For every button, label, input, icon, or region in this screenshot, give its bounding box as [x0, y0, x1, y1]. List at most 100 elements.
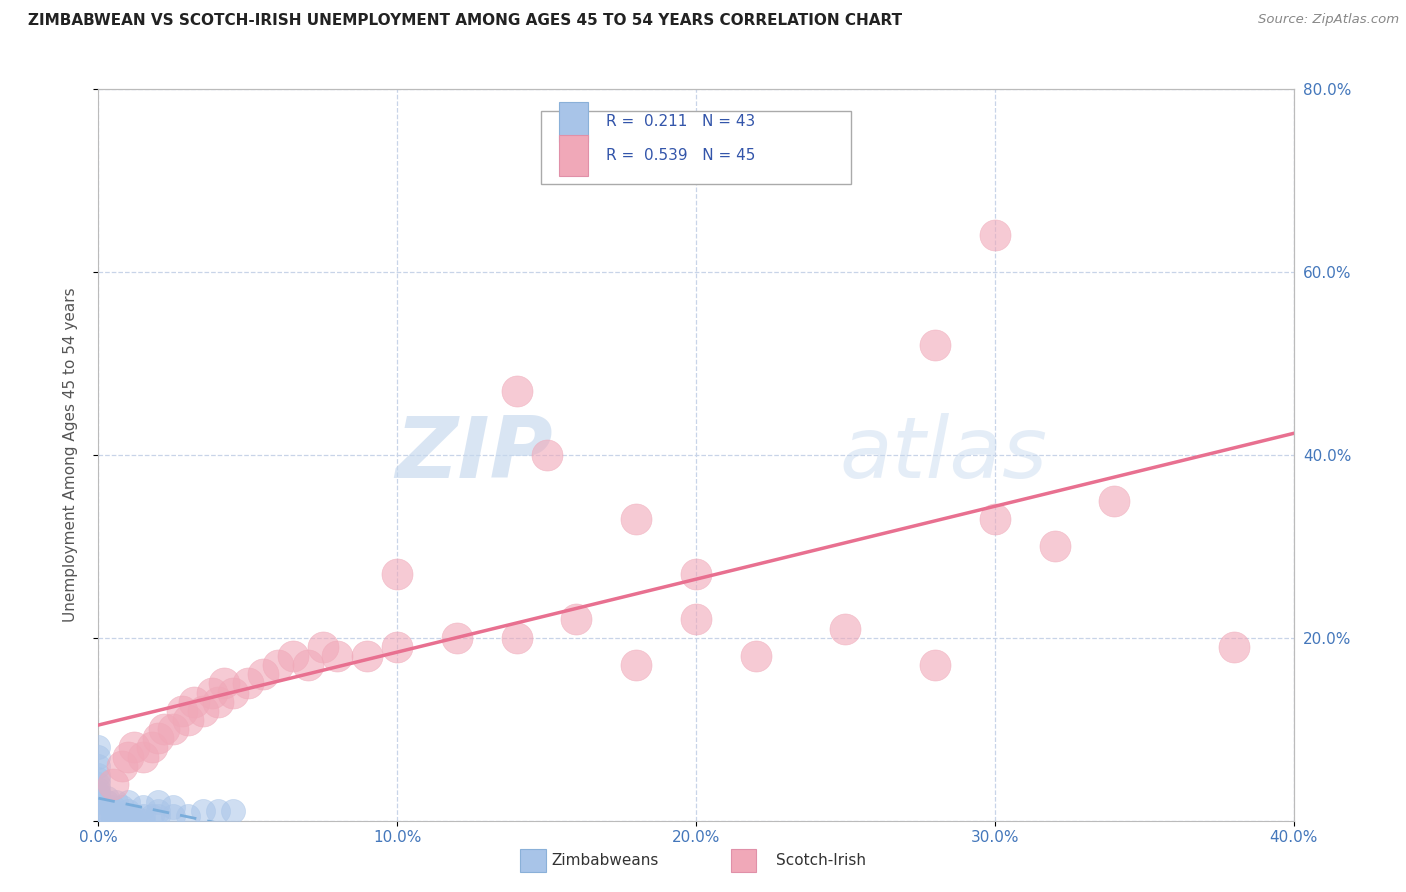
Point	[87, 814, 110, 828]
Point	[148, 796, 170, 810]
Point	[87, 805, 110, 819]
Point	[385, 640, 409, 654]
Point	[117, 805, 139, 819]
Point	[117, 796, 139, 810]
Text: Source: ZipAtlas.com: Source: ZipAtlas.com	[1258, 13, 1399, 27]
Point	[148, 809, 170, 823]
Point	[177, 809, 200, 823]
Point	[87, 740, 110, 755]
Point	[222, 805, 245, 819]
Point	[124, 740, 146, 755]
Point	[132, 814, 155, 828]
Point	[183, 695, 205, 709]
Point	[162, 723, 184, 737]
Point	[124, 814, 146, 828]
Bar	[558, 102, 589, 142]
Point	[87, 796, 110, 810]
Point	[1104, 493, 1126, 508]
FancyBboxPatch shape	[540, 112, 852, 185]
Point	[252, 667, 274, 681]
Point	[685, 566, 707, 581]
Point	[148, 805, 170, 819]
Point	[191, 704, 214, 718]
Point	[191, 805, 214, 819]
Point	[87, 786, 110, 800]
Point	[111, 814, 134, 828]
Point	[212, 676, 235, 690]
Point	[87, 800, 110, 814]
Point	[153, 723, 176, 737]
Point	[626, 512, 648, 526]
Point	[506, 384, 529, 398]
Point	[162, 809, 184, 823]
Point	[132, 809, 155, 823]
Point	[103, 777, 125, 791]
Point	[111, 809, 134, 823]
Text: R =  0.539   N = 45: R = 0.539 N = 45	[606, 148, 755, 163]
Point	[103, 800, 125, 814]
Point	[124, 809, 146, 823]
Point	[267, 658, 290, 673]
Point	[105, 796, 128, 810]
Point	[207, 695, 229, 709]
Point	[984, 512, 1007, 526]
Point	[834, 622, 856, 636]
Point	[984, 228, 1007, 243]
Point	[96, 796, 118, 810]
Point	[326, 649, 349, 664]
Point	[103, 814, 125, 828]
Y-axis label: Unemployment Among Ages 45 to 54 years: Unemployment Among Ages 45 to 54 years	[63, 287, 77, 623]
Point	[117, 814, 139, 828]
Point	[87, 758, 110, 772]
Point	[356, 649, 378, 664]
Point	[446, 631, 468, 645]
Point	[96, 790, 118, 805]
Point	[132, 800, 155, 814]
Point	[924, 338, 946, 352]
Point	[281, 649, 304, 664]
Point	[201, 685, 224, 699]
Point	[87, 781, 110, 796]
Point	[685, 613, 707, 627]
Point	[626, 658, 648, 673]
Point	[297, 658, 319, 673]
Point	[87, 768, 110, 782]
Point	[148, 731, 170, 746]
Text: ZIP: ZIP	[395, 413, 553, 497]
Point	[385, 566, 409, 581]
Point	[745, 649, 768, 664]
Point	[1043, 539, 1066, 553]
Point	[141, 809, 163, 823]
Point	[565, 613, 588, 627]
Point	[87, 749, 110, 764]
Point	[311, 640, 333, 654]
Point	[87, 809, 110, 823]
Point	[141, 740, 163, 755]
Point	[1223, 640, 1246, 654]
Text: Zimbabweans: Zimbabweans	[551, 854, 658, 868]
Point	[103, 809, 125, 823]
Point	[111, 800, 134, 814]
Point	[117, 809, 139, 823]
Point	[87, 772, 110, 787]
Text: ZIMBABWEAN VS SCOTCH-IRISH UNEMPLOYMENT AMONG AGES 45 TO 54 YEARS CORRELATION CH: ZIMBABWEAN VS SCOTCH-IRISH UNEMPLOYMENT …	[28, 13, 903, 29]
Point	[87, 777, 110, 791]
Point	[87, 790, 110, 805]
Point	[536, 448, 558, 462]
Text: atlas: atlas	[839, 413, 1047, 497]
Point	[172, 704, 194, 718]
Text: R =  0.211   N = 43: R = 0.211 N = 43	[606, 114, 755, 129]
Point	[207, 805, 229, 819]
Point	[222, 685, 245, 699]
Point	[162, 800, 184, 814]
Point	[111, 758, 134, 772]
Point	[132, 749, 155, 764]
Point	[177, 713, 200, 727]
Point	[236, 676, 259, 690]
Point	[117, 749, 139, 764]
Point	[924, 658, 946, 673]
Point	[506, 631, 529, 645]
Bar	[558, 136, 589, 176]
Point	[103, 805, 125, 819]
Text: Scotch-Irish: Scotch-Irish	[776, 854, 866, 868]
